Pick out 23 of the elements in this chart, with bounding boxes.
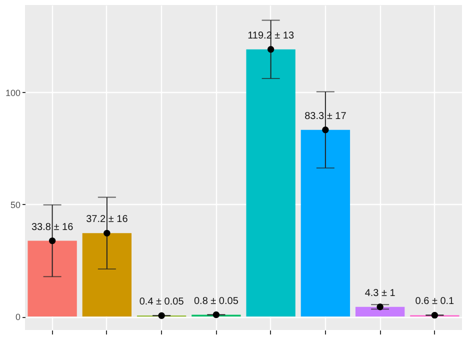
point: [376, 304, 384, 310]
point: [158, 312, 165, 320]
point: [322, 126, 329, 134]
point: [212, 311, 220, 318]
data-label: 0.8 ± 0.05: [194, 296, 239, 307]
bar: [82, 233, 132, 317]
data-label: 33.8 ± 16: [31, 222, 74, 233]
y-tick-label: 50: [10, 200, 20, 210]
bar: [246, 49, 296, 317]
data-label: 0.6 ± 0.1: [415, 296, 455, 308]
bar: [28, 240, 77, 317]
point: [104, 230, 110, 237]
bar: [300, 130, 350, 317]
data-label: 0.4 ± 0.05: [139, 296, 184, 308]
y-tick-label: 100: [5, 88, 20, 98]
data-label: 4.3 ± 1: [364, 288, 396, 299]
data-label: 83.3 ± 17: [304, 110, 347, 122]
point: [431, 312, 438, 319]
bar: [355, 306, 405, 317]
data-label: 37.2 ± 16: [86, 214, 128, 226]
point: [48, 237, 56, 244]
y-tick-label: 0: [15, 312, 20, 322]
point: [267, 46, 274, 53]
